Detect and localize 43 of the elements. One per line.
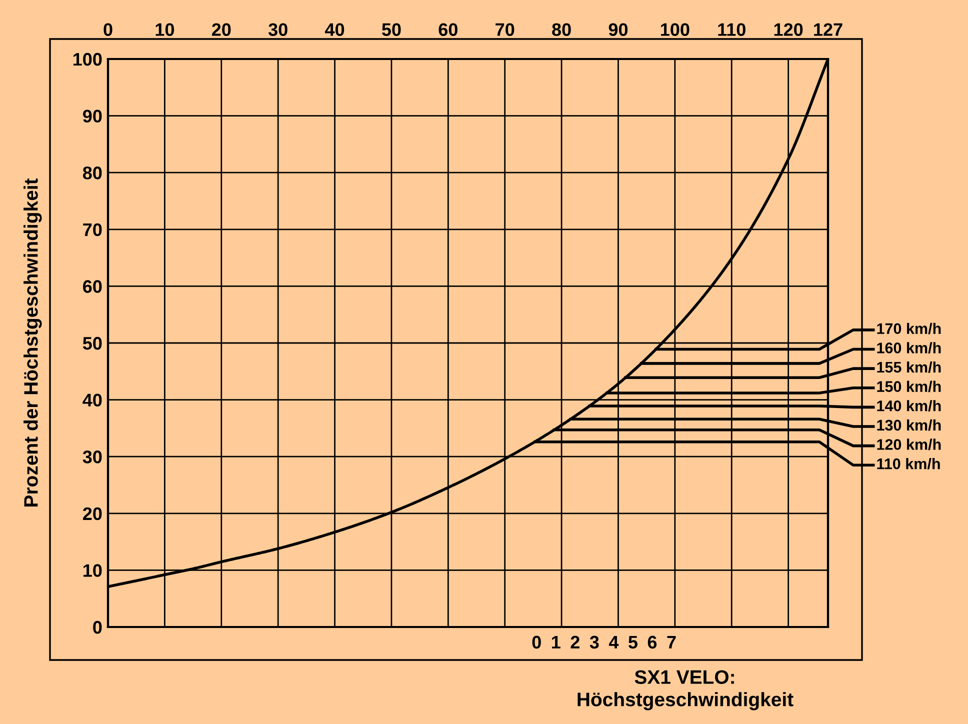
ref-line-label: 160 km/h — [877, 342, 941, 354]
ref-line-label: 150 km/h — [877, 380, 941, 392]
x-tick-label: 100 — [661, 23, 690, 36]
x2-tick-label: 7 — [667, 636, 676, 648]
x-tick-label: 50 — [382, 23, 401, 36]
y-tick-label: 90 — [82, 110, 102, 123]
y-tick-label: 20 — [82, 507, 102, 520]
y-tick-label: 30 — [82, 450, 102, 464]
x2-tick-label: 1 — [552, 636, 560, 648]
x-tick-label: 120 — [774, 23, 803, 36]
x2-tick-label: 4 — [608, 636, 619, 648]
y-tick-label: 60 — [83, 280, 102, 293]
x2-tick-label: 0 — [532, 636, 541, 649]
ref-line-label: 170 km/h — [877, 322, 941, 334]
x2-tick-label: 3 — [590, 636, 599, 649]
x-tick-label: 80 — [552, 23, 571, 36]
x-tick-label: 60 — [438, 23, 458, 36]
ref-line-label: 155 km/h — [877, 361, 941, 373]
x-tick-label: 0 — [104, 23, 112, 36]
y-tick-label: 100 — [73, 52, 102, 66]
y-tick-label: 80 — [82, 166, 102, 180]
ref-line-label: 120 km/h — [877, 438, 941, 450]
y-tick-label: 70 — [83, 223, 102, 236]
x-tick-label: 110 — [718, 23, 746, 36]
x2-axis-title: SX1 VELO: Höchstgeschwindigkeit — [578, 670, 794, 710]
x-tick-label: 90 — [608, 23, 628, 36]
y-tick-label: 50 — [82, 336, 102, 350]
ref-line-label: 110 km/h — [877, 458, 940, 470]
x-tick-label: 70 — [496, 23, 514, 36]
x-tick-label: 40 — [325, 23, 344, 36]
y-axis-title: Prozent der Höchstgeschwindigkeit — [24, 178, 42, 506]
x-tick-label: 30 — [268, 23, 288, 36]
ref-line-label: 140 km/h — [877, 400, 941, 412]
x-tick-label: 127 — [814, 23, 842, 36]
y-tick-label: 40 — [82, 394, 102, 407]
x-tick-label: 10 — [156, 23, 174, 36]
y-tick-label: 10 — [84, 564, 102, 577]
y-tick-label: 0 — [93, 620, 102, 634]
x-tick-label: 20 — [212, 23, 231, 36]
x2-tick-label: 2 — [570, 636, 580, 648]
ref-line-label: 130 km/h — [877, 419, 941, 431]
x2-tick-label: 5 — [628, 636, 638, 649]
x2-tick-label: 6 — [648, 636, 657, 649]
